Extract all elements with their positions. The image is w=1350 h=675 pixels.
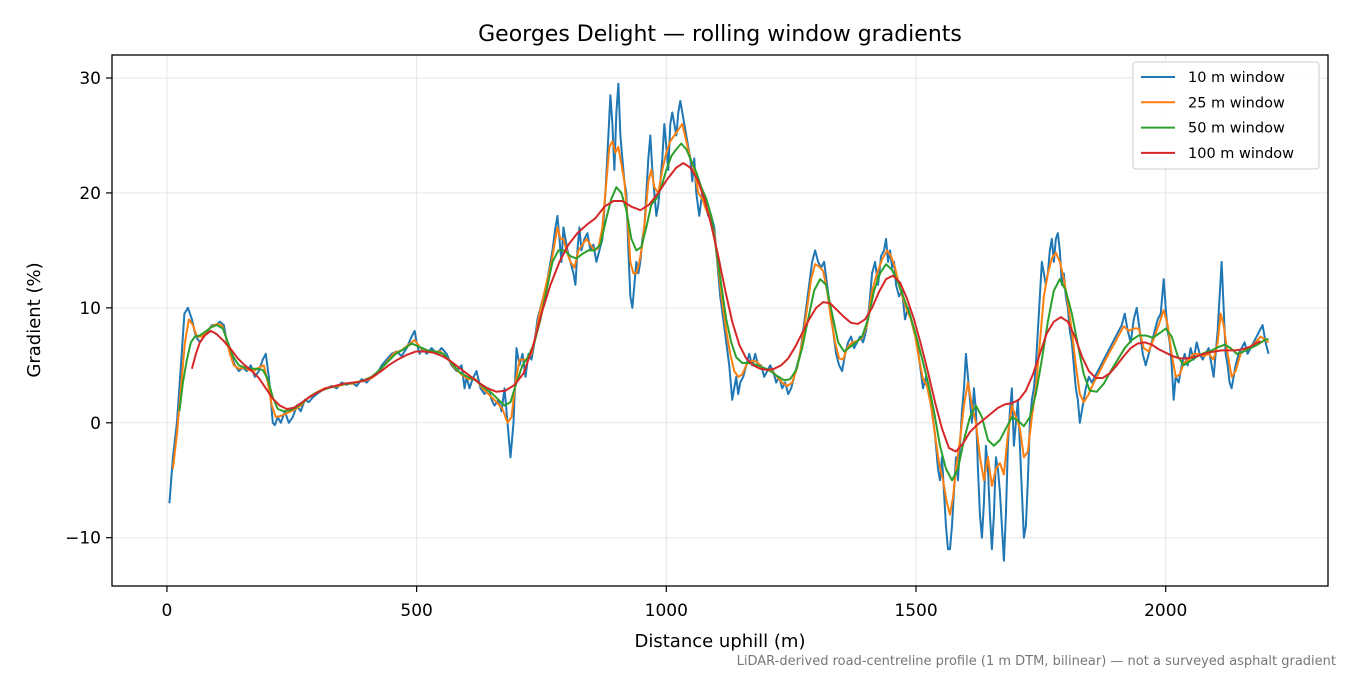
series-line-1	[168, 82, 1270, 562]
x-tick-label: 500	[400, 601, 432, 621]
x-tick-label: 0	[162, 601, 173, 621]
x-tick-label: 2000	[1144, 601, 1187, 621]
y-tick-label: −10	[65, 529, 101, 549]
chart-title: Georges Delight — rolling window gradien…	[478, 22, 962, 47]
y-tick-label: 10	[79, 299, 101, 319]
legend-entry-2: 25 m window	[1188, 95, 1285, 111]
legend-entry-4: 100 m window	[1188, 146, 1294, 162]
x-tick-label: 1000	[645, 601, 688, 621]
x-tick-label: 1500	[894, 601, 937, 621]
legend-entry-1: 10 m window	[1188, 70, 1285, 86]
legend-box	[1132, 61, 1320, 170]
legend-entry-3: 50 m window	[1188, 121, 1285, 137]
legend: 10 m window 25 m window 50 m window 100 m w…	[1132, 61, 1320, 170]
axes: 0 500 1000 1500 2000 −10 0 10 20 30	[65, 54, 1329, 621]
x-axis-label: Distance uphill (m)	[635, 631, 806, 652]
y-tick-label: 20	[79, 184, 101, 204]
y-tick-label: 0	[90, 414, 101, 434]
y-axis-label: Gradient (%)	[24, 262, 45, 377]
plot-frame	[111, 54, 1329, 587]
footnote: LiDAR-derived road-centreline profile (1…	[737, 654, 1336, 669]
y-tick-label: 30	[79, 69, 101, 89]
series-line-4	[190, 162, 1261, 453]
plot-area	[168, 82, 1270, 562]
